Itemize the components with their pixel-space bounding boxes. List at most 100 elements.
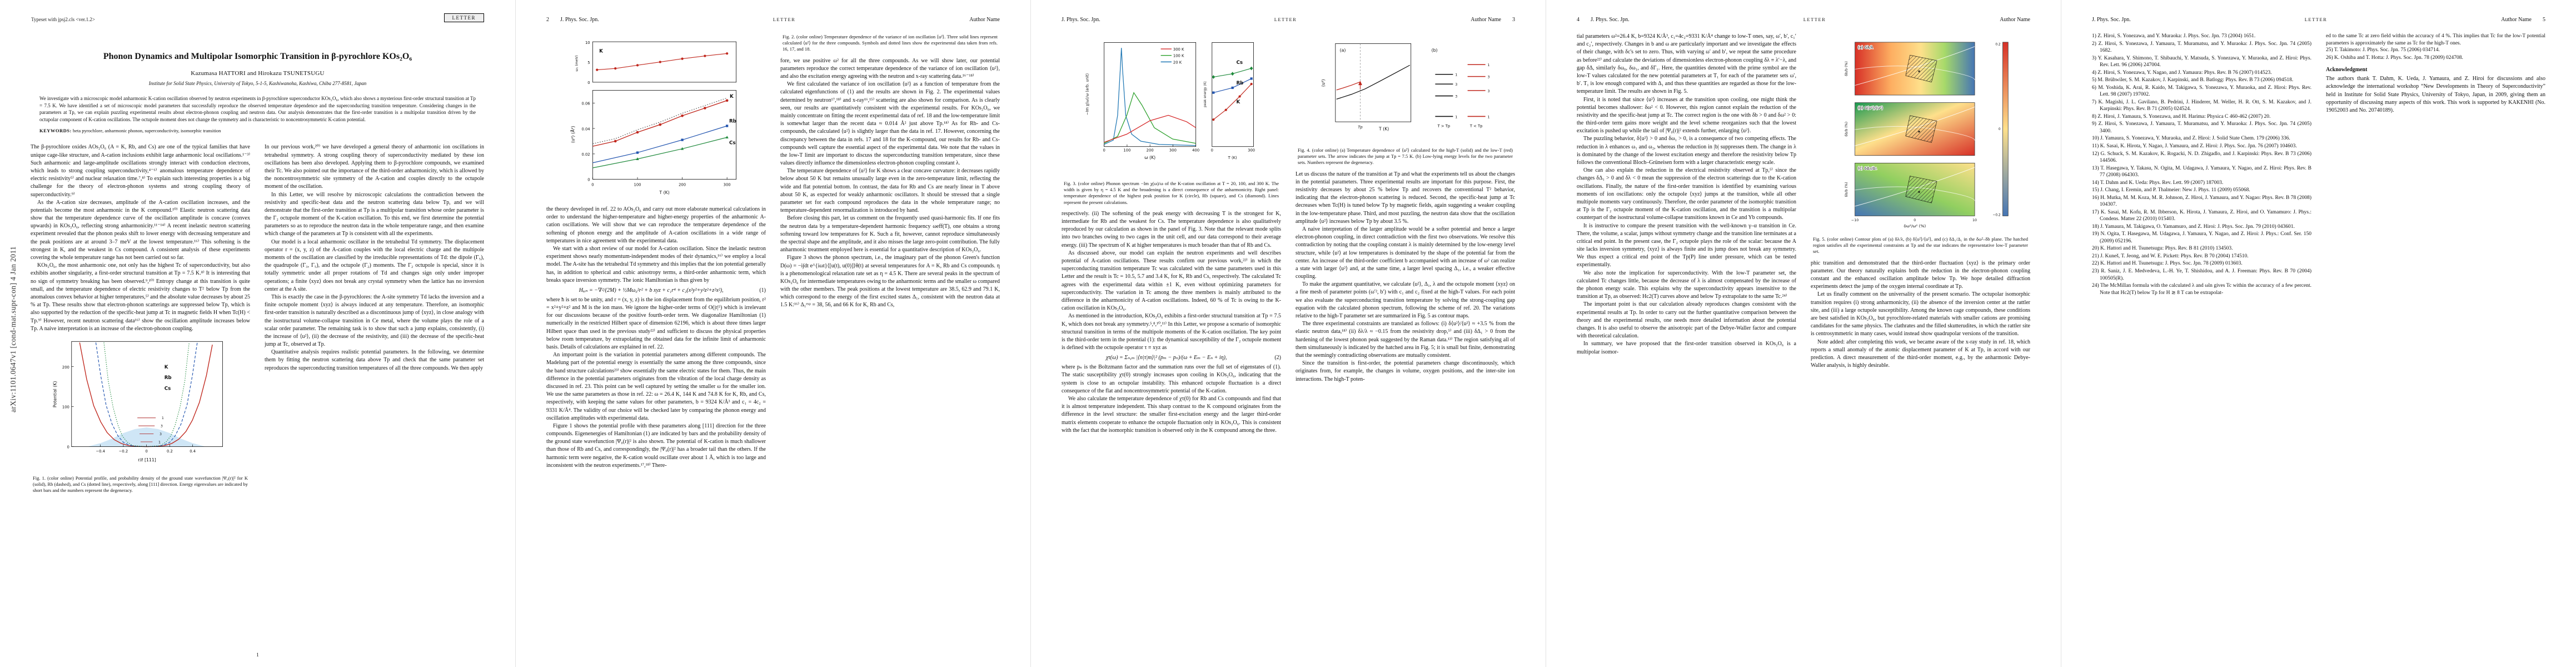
fig4-degeneracy: 1 [1455, 73, 1457, 77]
fig3-curve-100k [1103, 92, 1196, 144]
header-section: LETTER [1274, 17, 1297, 22]
header-author: Author Name 3 [1471, 17, 1515, 23]
body-paragraph: Our model is a local anharmonic oscillat… [265, 238, 484, 292]
body-paragraph: where ħ is set to be unity, and r = (x, … [546, 296, 766, 350]
header-journal: J. Phys. Soc. Jpn. [2092, 17, 2131, 23]
body-paragraph: Quantitative analysis requires realistic… [265, 349, 484, 371]
page-3: J. Phys. Soc. Jpn. LETTER Author Name 3 … [1030, 0, 1546, 667]
column-left: K 0 5 10 ω₁ (meV) K Rb Cs 0 0.02 0.04 0.… [546, 33, 766, 470]
figure-2-variance-plot: K 0 5 10 ω₁ (meV) K Rb Cs 0 0.02 0.04 0.… [546, 34, 766, 203]
reference-item: 3) Y. Kasahara, Y. Shimono, T. Shibauchi… [2092, 55, 2311, 68]
fig1-degeneracy-label: 3 [159, 432, 161, 436]
body-paragraph: In this Letter, we will resolve by micro… [265, 191, 484, 237]
body-paragraph: One can also explain the reduction in th… [1577, 167, 1796, 221]
body-paragraph: Before closing this part, let us comment… [780, 215, 1000, 253]
equation-number: (2) [1274, 355, 1281, 361]
paper-affiliation: Institute for Solid State Physics, Unive… [148, 81, 367, 86]
fig1-degeneracy-label: 3 [160, 425, 162, 429]
page-2: 2 J. Phys. Soc. Jpn. LETTER Author Name … [515, 0, 1030, 667]
reference-item: 4) Z. Hiroi, S. Yonezawa, Y. Nagao, and … [2092, 69, 2272, 76]
figure-4-transition-schematic: (a) Tp T (K) ⟨u²⟩ (b) 1 3 3 1 1 3 3 1 T … [1296, 34, 1515, 145]
figure-1-potential-profile: 1 3 3 1 K Rb Cs 0 100 200 −0.4 −0.2 0 0.… [31, 334, 250, 473]
header-author: Author Name [969, 17, 1000, 23]
reference-item: 7) K. Magishi, J. L. Gavilano, B. Pedrin… [2092, 99, 2311, 112]
fig3-xlabel: ω (K) [1144, 155, 1155, 160]
fig2-xlabel: T (K) [659, 190, 669, 195]
reference-item: 11) K. Sasai, K. Hirota, Y. Nagao, J. Ya… [2092, 143, 2297, 149]
fig4-degeneracy: 1 [1487, 63, 1489, 67]
body-paragraph: tial parameters ω²=26.4 K, b=9324 K/Å³, … [1577, 33, 1796, 95]
page-5: J. Phys. Soc. Jpn. LETTER Author Name 5 … [2061, 0, 2576, 667]
fig3-legend-20k: 20 K [1173, 60, 1182, 64]
fig2-top-curve-k [596, 53, 727, 71]
reference-item: 25) T. Takimoto: J. Phys. Soc. Jpn. 75 (… [2326, 47, 2440, 53]
body-paragraph: the theory developed in ref. 22 to AOs₂O… [546, 206, 766, 244]
body-paragraph: This is exactly the case in the β-pyroch… [265, 293, 484, 348]
reference-item: 21) J. Kuneš, T. Jeong, and W. E. Picket… [2092, 253, 2249, 259]
fig5-allowed-region [1905, 176, 1937, 203]
figure-caption: Fig. 3. (color online) Phonon spectrum −… [1064, 181, 1279, 205]
fig2-plot: K 0 5 10 ω₁ (meV) K Rb Cs 0 0.02 0.04 0.… [570, 41, 736, 195]
body-paragraph: ed to the same Tc at zero field within t… [2326, 33, 2545, 46]
fig3-plot: 300 K 100 K 20 K 0 100 200 300 400 ω (K)… [1085, 42, 1255, 160]
fig1-xtick: −0.4 [96, 449, 104, 454]
paper-title: Phonon Dynamics and Multipolar Isomorphi… [103, 52, 412, 61]
fig2-ylabel: ⟨u²⟩ (Å²) [570, 126, 575, 143]
column-right: (a) Tp T (K) ⟨u²⟩ (b) 1 3 3 1 1 3 3 1 T … [1296, 33, 1515, 435]
fig4-degeneracy: 3 [1455, 94, 1457, 98]
fig2-series-label-cs: Cs [729, 141, 736, 146]
column-right-references: ed to the same Tc at zero field within t… [2326, 33, 2545, 297]
equation-body: Hᵢₒₙ = −∇²/(2M) + ½Mω₀²r² + b xyz + c₁r⁴… [579, 287, 724, 293]
body-paragraph: fore, we use positive ω² for all the thr… [780, 57, 1000, 80]
fig3-right-xtick: 300 [1248, 148, 1255, 152]
arxiv-identifier: arXiv:1101.0647v1 [cond-mat.supr-con] 4 … [9, 246, 17, 412]
fig3-curve-20k [1103, 48, 1196, 146]
body-paragraph: phic transition and demonstrated that th… [1811, 260, 2030, 290]
fig1-series-label-cs: Cs [164, 386, 171, 392]
fig4-degeneracy: 1 [1487, 115, 1489, 119]
fig1-ytick: 0 [67, 445, 69, 449]
body-paragraph: As the A-cation size decreases, amplitud… [31, 199, 250, 261]
reference-item: 9) Z. Hiroi, S. Yonezawa, J. Yamaura, T.… [2092, 121, 2311, 134]
header-author: Author Name [2000, 17, 2030, 23]
fig2-curve-cs [592, 137, 727, 168]
reference-item: 19) N. Ogita, T. Hasegawa, M. Udagawa, J… [2092, 231, 2311, 244]
fig5-ylabel: δb/b (%) [1845, 61, 1848, 76]
reference-item: 17) K. Sasai, M. Kofu, R. M. Ibberson, K… [2092, 209, 2311, 222]
fig1-ytick: 100 [62, 405, 69, 410]
fig3-peak-line-rb [1213, 78, 1252, 93]
fig3-peak-markers-k [1212, 82, 1253, 121]
fig4-levels-lowT [1467, 64, 1486, 117]
fig3-peak-line-k [1213, 83, 1252, 120]
fig1-series-label-rb: Rb [164, 375, 171, 381]
fig5-allowed-region [1905, 115, 1937, 143]
reference-item: 16) H. Mutka, M. M. Koza, M. R. Johnson,… [2092, 195, 2311, 208]
reference-item: 12) G. Schuck, S. M. Kazakov, K. Rogacki… [2092, 151, 2311, 164]
header-author: Author Name 5 [2501, 17, 2545, 23]
fig2-series-label-k: K [730, 94, 734, 99]
reference-item: 15) J. Chang, I. Eremin, and P. Thalmeie… [2092, 187, 2250, 193]
fig3-xtick: 0 [1103, 148, 1105, 152]
body-paragraph: The puzzling behavior, δ⟨u²⟩ > 0 and δω₁… [1577, 136, 1796, 166]
fig5-allowed-region [1905, 54, 1937, 83]
fig2-ytick: 0.06 [581, 102, 590, 106]
body-paragraph: KOs₂O₆, the most anharmonic one, not onl… [31, 262, 250, 332]
body-paragraph: Figure 3 shows the phonon spectrum, i.e.… [780, 255, 1000, 308]
body-paragraph: A naive interpretation of the larger amp… [1296, 226, 1515, 280]
body-paragraph: As discussed above, our model can explai… [1062, 250, 1281, 312]
fig2-xtick: 100 [634, 182, 641, 187]
fig5-xlabel: δω²/ω² (%) [1904, 223, 1926, 228]
fig4-highT-label: T > Tp [1437, 124, 1450, 128]
reference-item: 10) J. Yamaura, S. Yonezawa, Y. Muraoka,… [2092, 136, 2290, 142]
fig1-series-label-k: K [164, 365, 168, 370]
running-header: 2 J. Phys. Soc. Jpn. LETTER Author Name [546, 0, 1000, 23]
body-paragraph: We first calculated the variance of ion … [780, 81, 1000, 167]
column-left: tial parameters ω²=26.4 K, b=9324 K/Å³, … [1577, 33, 1796, 370]
fig2-top-ylabel: ω₁ (meV) [575, 55, 579, 71]
fig3-ylabel: −Im χ(ω)/ω (arb. unit) [1085, 73, 1089, 116]
fig4-panel-b-label: (b) [1431, 48, 1437, 53]
typeset-note: Typeset with jpsj2.cls <ver.1.2> [31, 17, 96, 22]
reference-item: 20) K. Hattori and H. Tsunetsugu: Phys. … [2092, 246, 2233, 252]
fig3-legend-100k: 100 K [1173, 54, 1184, 58]
two-column-body: tial parameters ω²=26.4 K, b=9324 K/Å³, … [1577, 33, 2030, 370]
